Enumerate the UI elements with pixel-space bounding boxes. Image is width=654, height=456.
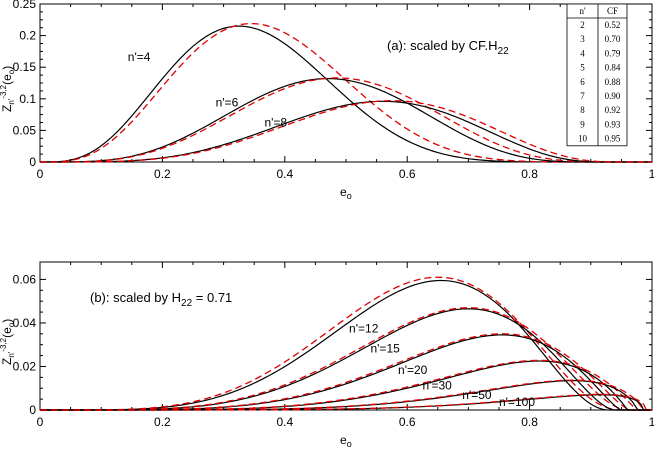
curve-label: n'=50 bbox=[462, 388, 492, 402]
panel-b: 0 0.2 0.4 0.6 0.8 1 00.020.040.06 n'=12n'=15n… bbox=[0, 261, 654, 449]
panel-a-curves: n'=4 n'=6 n'=8 bbox=[40, 22, 652, 163]
curve-approx bbox=[40, 393, 652, 411]
cf-table-cf: 0.52 bbox=[605, 20, 621, 30]
curve-approx bbox=[40, 307, 652, 411]
y-tick-label: 0.05 bbox=[13, 123, 37, 137]
cf-table-cf: 0.90 bbox=[605, 91, 621, 101]
curve-approx bbox=[40, 333, 652, 411]
curve-exact bbox=[40, 25, 652, 163]
cf-table-n: 10 bbox=[578, 134, 588, 144]
curve-exact bbox=[40, 100, 652, 163]
x-tick-label: 1 bbox=[649, 167, 654, 181]
cf-table-cf: 0.95 bbox=[605, 134, 621, 144]
cf-table-n: 7 bbox=[580, 91, 585, 101]
x-tick-label: 1 bbox=[649, 415, 654, 429]
curve-exact bbox=[40, 334, 652, 411]
panel-a-x-axis-title: eo bbox=[340, 185, 352, 201]
x-tick-label: 0.8 bbox=[521, 167, 538, 181]
cf-table: n' CF 2 0.52 3 0.70 4 0.79 5 0.84 6 0.88 7 0.90 8 0.92 9… bbox=[566, 3, 628, 147]
panel-a-y-axis-title: Zn'-3,2(eo) bbox=[0, 66, 16, 112]
cf-table-cf: 0.88 bbox=[605, 77, 621, 87]
x-tick-label: 0 bbox=[37, 167, 44, 181]
panel-b-curves: n'=12 n'=15 n'=20 n'=30 n'=50 n'=100 bbox=[40, 276, 652, 411]
curve-label: n'=20 bbox=[398, 363, 428, 377]
x-tick-label: 0.8 bbox=[521, 415, 538, 429]
panel-b-annotation: (b): scaled by H22 = 0.71 bbox=[90, 290, 232, 309]
panel-a-annotation: (a): scaled by CF.H22 bbox=[387, 38, 509, 57]
panel-b-y-axis-title: Zn'-3,2(eo) bbox=[0, 319, 16, 365]
cf-table-n: 9 bbox=[580, 119, 585, 129]
curve-label: n'=8 bbox=[264, 116, 287, 130]
y-tick-label: 0.25 bbox=[13, 0, 37, 11]
x-tick-label: 0.4 bbox=[276, 167, 293, 181]
curve-label: n'=4 bbox=[128, 50, 151, 64]
curve-label: n'=12 bbox=[349, 322, 379, 336]
curve-approx bbox=[40, 100, 652, 163]
cf-table-cf: 0.79 bbox=[605, 48, 621, 58]
y-tick-label: 0 bbox=[29, 155, 36, 169]
cf-table-cf: 0.93 bbox=[605, 119, 621, 129]
curve-approx bbox=[40, 359, 652, 411]
x-tick-label: 0 bbox=[37, 415, 44, 429]
y-tick-label: 0.2 bbox=[19, 29, 36, 43]
cf-table-n: 4 bbox=[580, 48, 585, 58]
curve-approx bbox=[40, 22, 652, 163]
cf-table-cf: 0.92 bbox=[605, 105, 621, 115]
curve-exact bbox=[40, 380, 652, 411]
x-tick-label: 0.2 bbox=[154, 415, 171, 429]
panel-b-x-axis-title: eo bbox=[340, 433, 352, 449]
panel-a: 0 0.2 0.4 0.6 0.8 1 00.050.10.150.20.25 n'=4n… bbox=[0, 0, 654, 201]
x-tick-label: 0.6 bbox=[399, 167, 416, 181]
y-tick-label: 0.06 bbox=[13, 272, 37, 286]
y-tick-label: 0.1 bbox=[19, 92, 36, 106]
x-tick-label: 0.4 bbox=[276, 415, 293, 429]
cf-table-frame bbox=[566, 3, 628, 147]
cf-table-n: 3 bbox=[580, 34, 585, 44]
cf-table-cf: 0.70 bbox=[605, 34, 621, 44]
panel-b-frame bbox=[39, 261, 653, 411]
x-tick-label: 0.6 bbox=[399, 415, 416, 429]
y-tick-label: 0 bbox=[29, 403, 36, 417]
panel-a-frame bbox=[39, 3, 653, 163]
panel-a-x-ticks: 0 0.2 0.4 0.6 0.8 1 bbox=[37, 4, 654, 181]
curve-approx bbox=[40, 77, 652, 163]
x-tick-label: 0.2 bbox=[154, 167, 171, 181]
cf-table-header: CF bbox=[607, 6, 618, 16]
panel-b-x-ticks: 0 0.2 0.4 0.6 0.8 1 bbox=[37, 262, 654, 429]
cf-table-n: 5 bbox=[580, 63, 585, 73]
cf-table-n: 2 bbox=[580, 20, 585, 30]
curve-exact bbox=[40, 77, 652, 163]
panel-a-y-ticks: 0 0.05 0.1 0.15 0.2 0.25 bbox=[13, 0, 652, 169]
cf-table-header: n' bbox=[579, 6, 586, 16]
curve-label: n'=30 bbox=[423, 379, 453, 393]
y-tick-label: 0.02 bbox=[13, 359, 37, 373]
curve-label: n'=6 bbox=[216, 95, 239, 109]
cf-table-n: 6 bbox=[580, 77, 585, 87]
cf-table-n: 8 bbox=[580, 105, 585, 115]
curve-approx bbox=[40, 276, 652, 411]
curve-label: n'=15 bbox=[370, 341, 400, 355]
cf-table-cf: 0.84 bbox=[605, 63, 621, 73]
y-tick-label: 0.15 bbox=[13, 60, 37, 74]
curve-label: n'=100 bbox=[499, 395, 535, 409]
curve-approx bbox=[40, 379, 652, 411]
y-tick-label: 0.04 bbox=[13, 316, 37, 330]
